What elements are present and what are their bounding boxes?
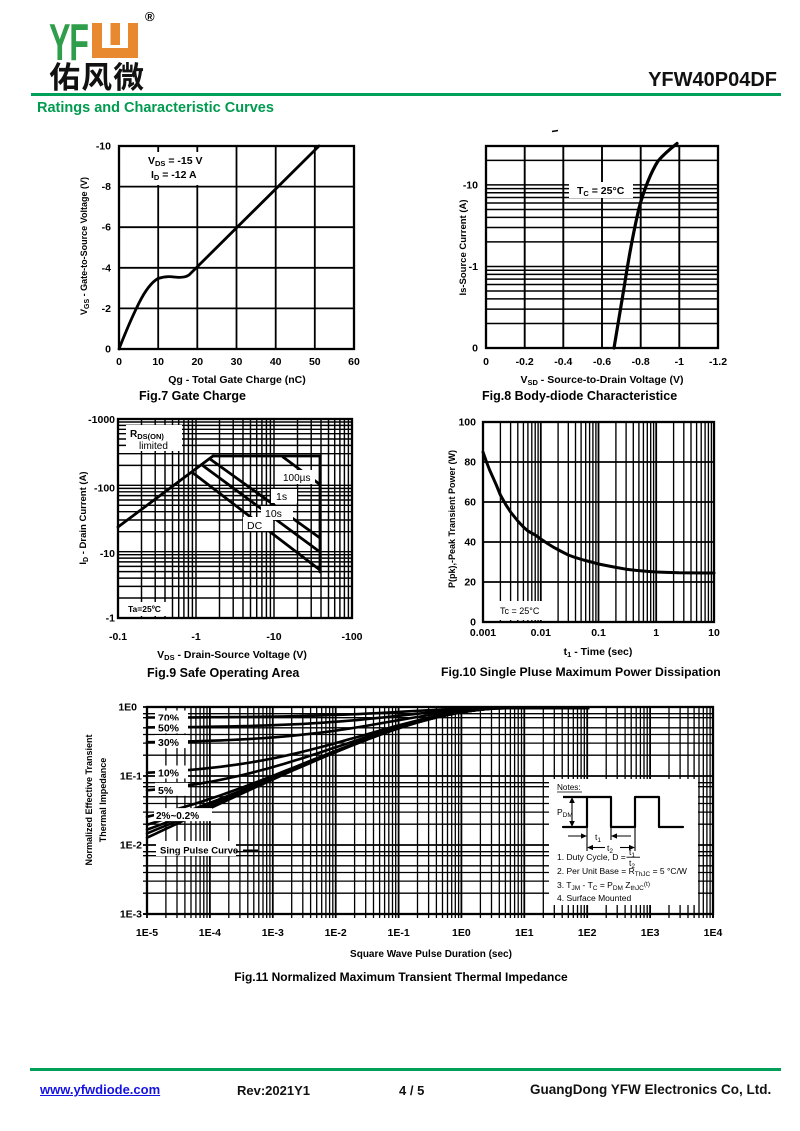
svg-text:100µs: 100µs <box>283 473 310 484</box>
svg-text:30: 30 <box>231 356 243 368</box>
svg-text:1E0: 1E0 <box>452 927 471 939</box>
svg-text:0: 0 <box>105 344 111 356</box>
svg-text:1E-2: 1E-2 <box>120 840 142 852</box>
svg-text:Ta=25ºC: Ta=25ºC <box>128 604 161 614</box>
svg-text:1E-3: 1E-3 <box>262 927 284 939</box>
svg-text:VGS - Gate-to-Source Voltage (: VGS - Gate-to-Source Voltage (V) <box>79 177 91 315</box>
svg-text:2%~0.2%: 2%~0.2% <box>156 811 199 822</box>
svg-text:0: 0 <box>116 356 122 368</box>
svg-text:1E1: 1E1 <box>515 927 534 939</box>
svg-text:0.1: 0.1 <box>591 627 606 639</box>
svg-text:ID - Drain Current (A): ID - Drain Current (A) <box>78 471 90 564</box>
svg-text:-0.6: -0.6 <box>593 356 611 368</box>
svg-text:ID = -12 A: ID = -12 A <box>151 169 197 182</box>
svg-text:0: 0 <box>483 356 489 368</box>
svg-text:1E-4: 1E-4 <box>199 927 221 939</box>
svg-text:20: 20 <box>191 356 203 368</box>
svg-text:-0.1: -0.1 <box>109 631 127 643</box>
svg-text:Fig.11 Normalized Maximum Tran: Fig.11 Normalized Maximum Transient Ther… <box>234 970 568 984</box>
svg-text:Fig.9 Safe Operating Area: Fig.9 Safe Operating Area <box>147 666 300 680</box>
svg-text:P(pk),-Peak Transient Power (W: P(pk),-Peak Transient Power (W) <box>447 450 457 588</box>
svg-text:VSD - Source-to-Drain Voltage: VSD - Source-to-Drain Voltage (V) <box>520 374 683 387</box>
svg-text:Normalized Effective Transient: Normalized Effective Transient <box>84 734 94 865</box>
svg-text:Fig.8 Body-diode Characteristi: Fig.8 Body-diode Characteristice <box>482 389 677 403</box>
svg-text:Fig.10 Single Pluse Maximum Po: Fig.10 Single Pluse Maximum Power Dissip… <box>441 665 721 679</box>
svg-text:RDS(ON): RDS(ON) <box>130 429 164 441</box>
svg-text:1. Duty Cycle, D =: 1. Duty Cycle, D = <box>557 852 626 862</box>
svg-text:VDS = -15 V: VDS = -15 V <box>148 155 203 168</box>
svg-text:5%: 5% <box>158 785 174 797</box>
svg-text:Qg - Total Gate Charge (nC): Qg - Total Gate Charge (nC) <box>168 374 305 386</box>
svg-text:-1: -1 <box>675 356 684 368</box>
svg-text:10%: 10% <box>158 768 180 780</box>
svg-text:50%: 50% <box>158 722 180 734</box>
svg-text:t1: t1 <box>629 847 635 859</box>
svg-text:80: 80 <box>464 457 476 469</box>
svg-text:30%: 30% <box>158 737 180 749</box>
svg-text:100: 100 <box>458 417 476 429</box>
svg-text:-2: -2 <box>102 303 111 315</box>
svg-text:-6: -6 <box>102 222 111 234</box>
svg-text:1E3: 1E3 <box>641 927 660 939</box>
svg-text:1s: 1s <box>276 491 287 503</box>
svg-text:10s: 10s <box>265 508 282 520</box>
svg-text:limited: limited <box>139 441 168 452</box>
svg-text:-10: -10 <box>100 548 115 560</box>
svg-text:0.001: 0.001 <box>470 627 496 639</box>
svg-text:-0.2: -0.2 <box>516 356 534 368</box>
svg-text:0.01: 0.01 <box>531 627 552 639</box>
svg-text:t1: t1 <box>595 832 601 844</box>
svg-text:60: 60 <box>348 356 360 368</box>
svg-text:0: 0 <box>470 617 476 629</box>
svg-text:20: 20 <box>464 577 476 589</box>
svg-text:-8: -8 <box>102 181 111 193</box>
svg-text:40: 40 <box>464 537 476 549</box>
svg-text:4. Surface Mounted: 4. Surface Mounted <box>557 893 631 903</box>
svg-text:50: 50 <box>309 356 321 368</box>
svg-text:TC = 25°C: TC = 25°C <box>577 185 625 198</box>
svg-text:-100: -100 <box>94 483 115 495</box>
svg-text:-1.2: -1.2 <box>709 356 727 368</box>
svg-text:Is-Source Current (A): Is-Source Current (A) <box>458 199 469 295</box>
svg-text:Thermal Impedance: Thermal Impedance <box>98 758 108 843</box>
svg-text:-1: -1 <box>191 631 200 643</box>
svg-text:1E0: 1E0 <box>118 702 137 714</box>
svg-text:-100: -100 <box>341 631 362 643</box>
svg-text:t2: t2 <box>607 843 613 855</box>
svg-text:3. TJM - TC = PDM ZthJC(t): 3. TJM - TC = PDM ZthJC(t) <box>557 880 650 892</box>
svg-text:1E4: 1E4 <box>704 927 723 939</box>
svg-text:DC: DC <box>247 520 263 532</box>
svg-text:t1 - Time (sec): t1 - Time (sec) <box>564 646 633 659</box>
svg-text:-0.8: -0.8 <box>632 356 650 368</box>
svg-text:1: 1 <box>653 627 659 639</box>
svg-text:Sing Pulse Curve: Sing Pulse Curve <box>160 846 238 857</box>
svg-text:Tc = 25°C: Tc = 25°C <box>500 606 540 616</box>
svg-text:-1000: -1000 <box>88 414 115 426</box>
svg-text:1E-1: 1E-1 <box>388 927 410 939</box>
svg-text:1E-1: 1E-1 <box>120 771 142 783</box>
svg-text:Square Wave Pulse Duration (se: Square Wave Pulse Duration (sec) <box>350 949 512 960</box>
svg-text:-10: -10 <box>96 141 111 153</box>
svg-text:0: 0 <box>472 343 478 355</box>
svg-text:1E2: 1E2 <box>578 927 597 939</box>
svg-text:1E-3: 1E-3 <box>120 909 142 921</box>
svg-text:10: 10 <box>708 627 720 639</box>
svg-text:-10: -10 <box>266 631 281 643</box>
svg-text:40: 40 <box>270 356 282 368</box>
svg-text:2. Per Unit Base = RThJC = 5 °: 2. Per Unit Base = RThJC = 5 °C/W <box>557 866 687 878</box>
svg-text:t2: t2 <box>629 858 635 870</box>
svg-text:-0.4: -0.4 <box>554 356 572 368</box>
svg-text:60: 60 <box>464 497 476 509</box>
svg-text:10: 10 <box>152 356 164 368</box>
svg-text:Fig.7 Gate Charge: Fig.7 Gate Charge <box>139 389 246 403</box>
svg-text:1E-2: 1E-2 <box>325 927 347 939</box>
svg-text:-10: -10 <box>463 180 478 192</box>
svg-text:1E-5: 1E-5 <box>136 927 158 939</box>
svg-text:Notes:: Notes: <box>557 783 581 792</box>
svg-text:-1: -1 <box>469 261 478 273</box>
svg-text:VDS - Drain-Source Voltage (V): VDS - Drain-Source Voltage (V) <box>157 649 307 662</box>
svg-text:-4: -4 <box>102 262 111 274</box>
svg-text:-1: -1 <box>106 613 115 625</box>
